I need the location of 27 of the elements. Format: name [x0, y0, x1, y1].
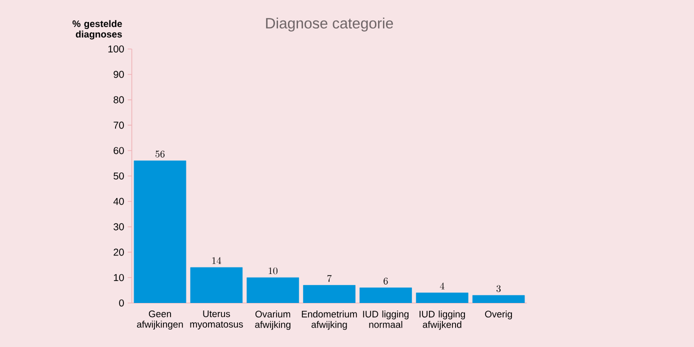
y-tick-label: 40: [113, 198, 124, 205]
x-tick-label: Uterus myomatosus: [190, 310, 243, 330]
x-tick-label: IUD ligging afwijkend: [420, 310, 465, 330]
chart-title: Diagnose categorie: [266, 18, 393, 32]
data-label: 14: [212, 257, 222, 264]
data-label: 4: [440, 282, 444, 290]
y-tick-label: 90: [114, 70, 124, 78]
y-tick-label: 30: [114, 223, 124, 230]
x-tick-label: Overig: [485, 310, 512, 320]
data-label: 3: [496, 285, 501, 292]
x-tick-label: IUD ligging normaal: [363, 310, 409, 328]
data-label: 10: [268, 267, 278, 274]
y-tick-label: 60: [114, 147, 124, 154]
y-tick-label: 70: [114, 122, 124, 129]
x-tick-label: Ovarium afwijking: [255, 310, 290, 330]
y-tick-label: 50: [114, 172, 124, 180]
data-label: 6: [384, 278, 388, 284]
y-tick-label: 10: [114, 274, 124, 282]
data-label: 56: [156, 150, 165, 158]
y-tick-label: 0: [119, 299, 124, 307]
y-tick-label: 20: [114, 248, 124, 256]
data-label: 7: [327, 274, 332, 282]
x-tick-label: Endometrium afwijking: [302, 310, 357, 330]
y-axis-title: % gestelde diagnoses: [72, 20, 122, 40]
x-tick-label: Geen afwijkingen: [137, 310, 183, 330]
y-tick-label: 80: [114, 96, 124, 104]
y-tick-label: 100: [108, 45, 124, 53]
